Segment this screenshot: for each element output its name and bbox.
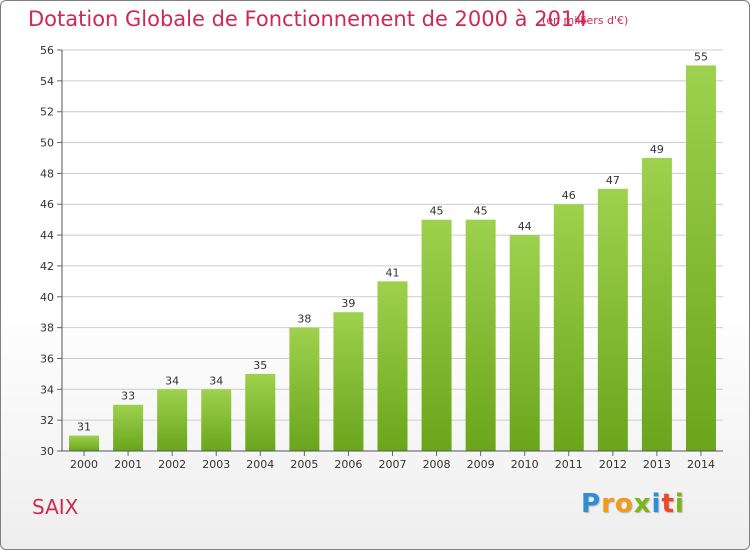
logo-letter: i	[674, 489, 685, 519]
bar-2012	[597, 188, 628, 452]
bar-2002	[157, 389, 188, 451]
y-tick-label: 52	[40, 106, 54, 119]
y-tick-label: 34	[40, 383, 54, 396]
bars	[69, 65, 716, 452]
x-tick-label: 2012	[599, 458, 627, 471]
bar-2000	[69, 435, 100, 451]
logo-letter: x	[633, 489, 652, 519]
y-tick-label: 46	[40, 198, 54, 211]
data-label-2012: 47	[606, 174, 620, 187]
data-label-2008: 45	[430, 205, 444, 218]
x-tick-label: 2006	[334, 458, 362, 471]
logo-letter: t	[661, 489, 675, 519]
x-tick-label: 2009	[467, 458, 495, 471]
y-tick-label: 32	[40, 414, 54, 427]
commune-name: SAIX	[32, 495, 79, 519]
data-label-2001: 33	[121, 390, 135, 403]
x-tick-label: 2001	[114, 458, 142, 471]
data-label-2005: 38	[297, 313, 311, 326]
y-tick-label: 42	[40, 260, 54, 273]
x-tick-label: 2004	[246, 458, 274, 471]
data-label-2011: 46	[562, 189, 576, 202]
data-label-2006: 39	[341, 297, 355, 310]
data-label-2000: 31	[77, 421, 91, 434]
bar-2011	[553, 204, 584, 451]
x-tick-label: 2003	[202, 458, 230, 471]
x-tick-label: 2002	[158, 458, 186, 471]
data-label-2014: 55	[694, 50, 708, 63]
x-tick-label: 2000	[70, 458, 98, 471]
data-label-2003: 34	[209, 374, 223, 387]
x-tick-label: 2011	[555, 458, 583, 471]
y-tick-label: 56	[40, 44, 54, 57]
logo-letter: P	[581, 489, 602, 519]
y-tick-label: 30	[40, 445, 54, 458]
x-tick-label: 2005	[290, 458, 318, 471]
y-tick-label: 50	[40, 137, 54, 150]
logo-letter: r	[601, 489, 615, 519]
y-tick-label: 54	[40, 75, 54, 88]
bar-2014	[685, 65, 716, 451]
data-label-2009: 45	[474, 205, 488, 218]
bar-2010	[509, 235, 540, 451]
x-tick-label: 2008	[423, 458, 451, 471]
proxiti-logo: Proxiti	[581, 489, 685, 519]
bar-2006	[333, 312, 364, 451]
bar-2001	[113, 404, 144, 451]
data-label-2007: 41	[386, 266, 400, 279]
bar-2009	[465, 219, 496, 451]
y-tick-label: 44	[40, 229, 54, 242]
bar-2003	[201, 389, 232, 451]
data-label-2013: 49	[650, 143, 664, 156]
x-tick-label: 2007	[379, 458, 407, 471]
bar-2008	[421, 219, 452, 451]
y-axis-ticks: 30 32 34 36 38 40 42 44 46 48 50 52 54 56	[40, 44, 62, 458]
logo-letter: o	[614, 489, 634, 519]
y-tick-label: 48	[40, 167, 54, 180]
x-tick-label: 2010	[511, 458, 539, 471]
axes	[61, 50, 723, 452]
bar-2005	[289, 327, 320, 451]
y-tick-label: 36	[40, 352, 54, 365]
x-axis-ticks: 2000 2001 2002 2003 2004 2005 2006 2007 2008 2009…	[70, 451, 715, 471]
y-tick-label: 38	[40, 322, 54, 335]
y-tick-label: 40	[40, 291, 54, 304]
bar-2004	[245, 373, 276, 451]
data-label-2010: 44	[518, 220, 532, 233]
x-tick-label: 2014	[687, 458, 715, 471]
bar-2007	[377, 281, 408, 451]
logo-letter: i	[651, 489, 662, 519]
data-labels: 31 33 34 34 35 38 39 41 45 45 44 46 47 49 55	[77, 50, 708, 433]
x-tick-label: 2013	[643, 458, 671, 471]
chart-unit: (en milliers d'€)	[542, 14, 629, 27]
bar-2013	[641, 157, 672, 451]
data-label-2002: 34	[165, 374, 179, 387]
data-label-2004: 35	[253, 359, 267, 372]
chart-title: Dotation Globale de Fonctionnement de 20…	[28, 7, 588, 31]
